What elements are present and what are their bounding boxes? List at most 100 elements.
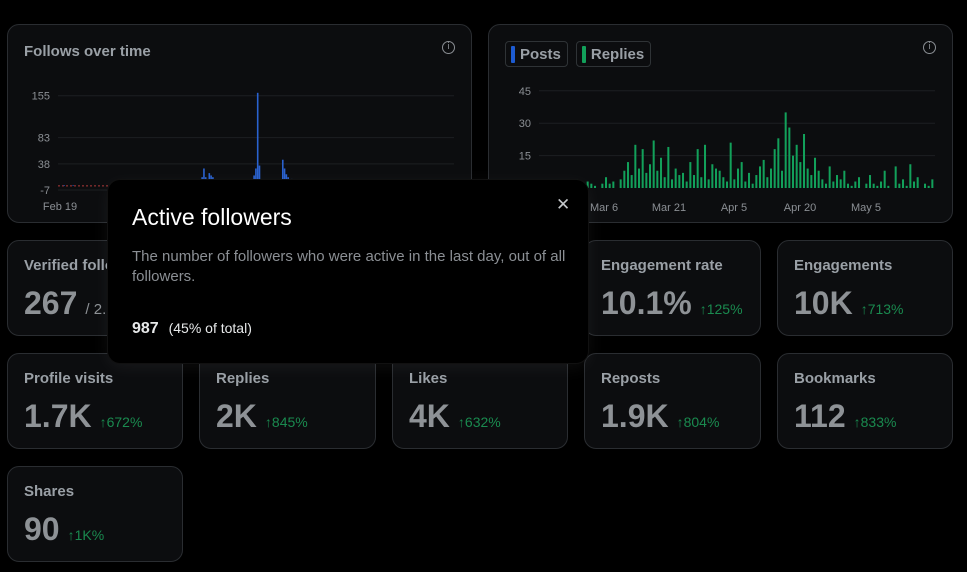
replies-bar (880, 181, 883, 188)
stat-change: ↑804% (676, 414, 720, 430)
replies-bar (638, 168, 641, 188)
replies-bar (700, 177, 703, 188)
replies-bar (927, 185, 930, 188)
info-icon[interactable]: i (442, 41, 455, 54)
replies-bar (902, 179, 905, 188)
replies-bar (737, 168, 740, 188)
stat-change: ↑1K% (67, 527, 105, 543)
replies-bar (916, 177, 919, 188)
replies-bar (612, 181, 615, 188)
replies-swatch (581, 45, 586, 63)
legend-posts-label: Posts (520, 45, 561, 63)
replies-bar (729, 142, 732, 188)
stat-card-reposts[interactable]: Reposts 1.9K ↑804% (584, 353, 761, 449)
stat-value: 90 (24, 511, 60, 547)
legend-replies-label: Replies (590, 45, 645, 63)
y-tick-label: -7 (40, 185, 50, 197)
stat-card-likes[interactable]: Likes 4K ↑632% (392, 353, 568, 449)
replies-bar (850, 185, 853, 188)
x-tick-label: May 5 (851, 202, 881, 214)
replies-bar (755, 175, 758, 188)
replies-bar (784, 112, 787, 188)
stat-change: ↑632% (457, 414, 501, 430)
modal-title: Active followers (132, 204, 292, 230)
stat-change: ↑833% (853, 414, 897, 430)
y-tick-label: 83 (38, 133, 50, 145)
stat-label: Likes (409, 370, 448, 387)
active-followers-modal: Active followers ✕ The number of followe… (108, 180, 588, 363)
x-tick-label: Apr 20 (784, 202, 816, 214)
stat-value-row: 1.7K ↑672% (24, 398, 142, 435)
follows-bar (203, 168, 205, 186)
replies-bar (799, 162, 802, 188)
replies-bar (627, 162, 630, 188)
x-tick-label: Mar 21 (652, 202, 686, 214)
stat-value: 4K (409, 398, 450, 434)
stat-change: ↑125% (699, 301, 743, 317)
follows-bar (208, 173, 211, 186)
replies-bar (876, 185, 879, 188)
replies-bar (733, 179, 736, 188)
replies-bar (663, 177, 666, 188)
stat-label: Profile visits (24, 370, 114, 387)
replies-bar (718, 170, 721, 188)
replies-bar (649, 164, 652, 188)
replies-bar (814, 157, 817, 188)
replies-bar (817, 170, 820, 188)
stat-change: ↑672% (99, 414, 143, 430)
follows-bar (255, 168, 257, 186)
replies-bar (715, 168, 718, 188)
replies-bar (887, 185, 890, 188)
stat-value-row: 2K ↑845% (216, 398, 308, 435)
follows-bar (281, 159, 284, 186)
stat-label: Bookmarks (794, 370, 876, 387)
stat-card-engagements[interactable]: Engagements 10K ↑713% (777, 240, 953, 336)
stat-card-shares[interactable]: Shares 90 ↑1K% (7, 466, 183, 562)
stat-label: Shares (24, 483, 75, 500)
stat-value-row: 90 ↑1K% (24, 511, 104, 548)
replies-bar (740, 162, 743, 188)
y-tick-label: 30 (519, 118, 531, 130)
stat-card-engagement-rate[interactable]: Engagement rate 10.1% ↑125% (584, 240, 761, 336)
replies-bar (704, 144, 707, 188)
replies-bar (678, 175, 681, 188)
replies-bar (792, 155, 795, 188)
replies-bar (905, 185, 908, 188)
stat-value-row: 112 ↑833% (794, 398, 896, 435)
follows-bar (63, 185, 65, 186)
stat-value: 10.1% (601, 285, 692, 321)
replies-bar (781, 170, 784, 188)
replies-bar (623, 170, 626, 188)
replies-bar (674, 168, 677, 188)
stat-value: 2K (216, 398, 257, 434)
replies-bar (924, 183, 927, 188)
replies-bar (641, 149, 644, 188)
legend-replies[interactable]: Replies (575, 41, 652, 67)
replies-bar (865, 183, 868, 188)
legend-posts[interactable]: Posts (505, 41, 568, 67)
modal-metric-note: (45% of total) (168, 320, 252, 336)
stat-value-row: 1.9K ↑804% (601, 398, 719, 435)
replies-bar (828, 166, 831, 188)
replies-bar (843, 170, 846, 188)
stat-value: 10K (794, 285, 853, 321)
close-icon[interactable]: ✕ (556, 195, 571, 215)
stat-card-profile-visits[interactable]: Profile visits 1.7K ↑672% (7, 353, 183, 449)
activity-chart: 45 30 15 Mar 6 Mar 21 Apr 5 Apr 20 May 5 (519, 86, 935, 214)
replies-bar (590, 183, 593, 188)
replies-bar (605, 177, 608, 188)
replies-bar (869, 175, 872, 188)
replies-bar (803, 134, 806, 188)
replies-bar (898, 183, 901, 188)
replies-bar (656, 170, 659, 188)
modal-metric: 987 (45% of total) (132, 320, 252, 338)
info-icon[interactable]: i (923, 41, 936, 54)
follows-chart-title: Follows over time (24, 43, 151, 60)
y-tick-label: 155 (32, 91, 50, 103)
stat-value: 1.9K (601, 398, 669, 434)
replies-bar (777, 138, 780, 188)
stat-card-replies[interactable]: Replies 2K ↑845% (199, 353, 376, 449)
replies-bar (821, 179, 824, 188)
stat-card-bookmarks[interactable]: Bookmarks 112 ↑833% (777, 353, 953, 449)
stat-label: Replies (216, 370, 270, 387)
